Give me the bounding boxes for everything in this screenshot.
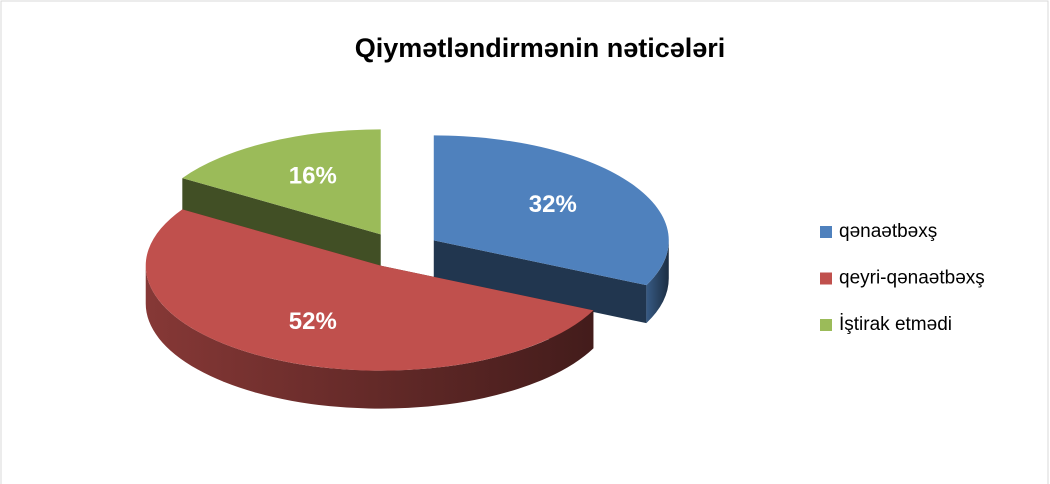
legend-label: İştirak etmədi bbox=[839, 314, 952, 335]
legend-swatch bbox=[820, 272, 832, 285]
legend-label: qənaətbəxş bbox=[839, 221, 937, 242]
slice-side bbox=[182, 178, 381, 273]
slice-side bbox=[433, 240, 647, 324]
legend-label: qeyri-qənaətbəxş bbox=[839, 268, 985, 289]
slice-side bbox=[145, 265, 594, 409]
slice-side bbox=[646, 240, 669, 324]
pie-slice bbox=[182, 129, 381, 235]
chart-title: Qiymətləndirmənin nəticələri bbox=[355, 33, 726, 63]
data-label: 52% bbox=[289, 308, 337, 335]
legend-swatch bbox=[820, 319, 832, 331]
pie-slice bbox=[145, 209, 594, 371]
pie-slice bbox=[433, 135, 669, 286]
data-label: 16% bbox=[289, 163, 337, 190]
legend-swatch bbox=[820, 226, 832, 238]
data-label: 32% bbox=[529, 191, 577, 218]
